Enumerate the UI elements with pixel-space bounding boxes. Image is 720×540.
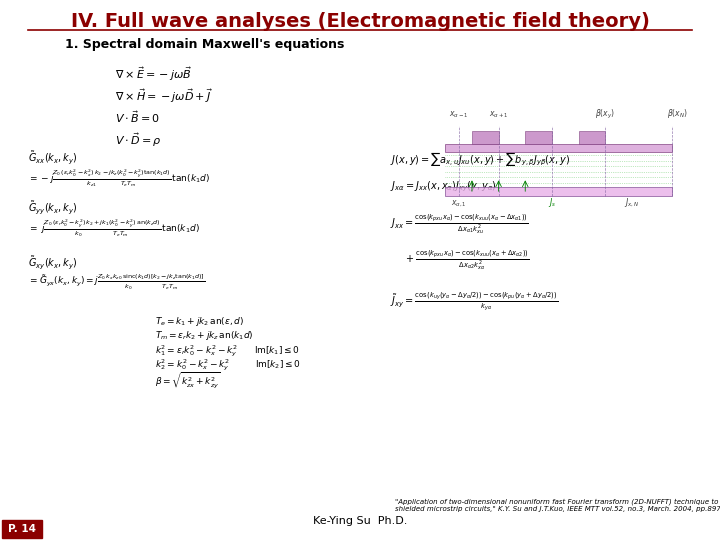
Text: $\nabla \times \vec{E} = -j\omega\vec{B}$: $\nabla \times \vec{E} = -j\omega\vec{B}… bbox=[115, 65, 192, 83]
Text: $J_s$: $J_s$ bbox=[548, 196, 556, 209]
Text: $+\;\frac{\cos(k_{pxu}x_\alpha) - \cos(k_{xuu}(x_\alpha + \Delta x_{\alpha 2}))}: $+\;\frac{\cos(k_{pxu}x_\alpha) - \cos(k… bbox=[405, 248, 529, 272]
Text: $k_2^2 = k_0^2 - k_x^2 - k_y^2 \qquad\quad \mathrm{Im}[k_2] \leq 0$: $k_2^2 = k_0^2 - k_x^2 - k_y^2 \qquad\qu… bbox=[155, 357, 301, 373]
Text: $\nabla \times \vec{H} = -j\omega\vec{D} + \vec{J}$: $\nabla \times \vec{H} = -j\omega\vec{D}… bbox=[115, 87, 213, 105]
Text: $\tilde{G}_{yy}(k_x,k_y)$: $\tilde{G}_{yy}(k_x,k_y)$ bbox=[28, 200, 78, 217]
Text: IV. Full wave analyses (Electromagnetic field theory): IV. Full wave analyses (Electromagnetic … bbox=[71, 12, 649, 31]
Text: $\tilde{J}_{xy} = \frac{\cos(k_{uy}(y_\alpha - \Delta y_\alpha/2)) - \cos(k_{pu}: $\tilde{J}_{xy} = \frac{\cos(k_{uy}(y_\a… bbox=[390, 290, 558, 313]
Text: $T_e = k_1 + jk_2\,\mathrm{an}(\epsilon, d)$: $T_e = k_1 + jk_2\,\mathrm{an}(\epsilon,… bbox=[155, 315, 244, 328]
Text: $V \cdot \vec{B} = 0$: $V \cdot \vec{B} = 0$ bbox=[115, 109, 160, 125]
Text: "Application of two-dimensional nonuniform fast Fourier transform (2D-NUFFT) tec: "Application of two-dimensional nonunifo… bbox=[395, 498, 720, 512]
FancyBboxPatch shape bbox=[2, 520, 42, 538]
Text: $\beta(x_y)$: $\beta(x_y)$ bbox=[595, 108, 615, 121]
Text: $\tilde{G}_{xx}(k_x,k_y)$: $\tilde{G}_{xx}(k_x,k_y)$ bbox=[28, 150, 78, 167]
Bar bbox=[445, 144, 672, 152]
Text: $\tilde{G}_{xy}(k_x,k_y)$: $\tilde{G}_{xy}(k_x,k_y)$ bbox=[28, 255, 78, 272]
Text: P. 14: P. 14 bbox=[8, 524, 36, 534]
Text: $J_{x\alpha} = J_{xx}(x,x_\alpha)J_{xy}(y,y_\alpha)$: $J_{x\alpha} = J_{xx}(x,x_\alpha)J_{xy}(… bbox=[390, 180, 497, 194]
Text: Ke-Ying Su  Ph.D.: Ke-Ying Su Ph.D. bbox=[312, 516, 408, 526]
Text: $J(x,y) = \sum a_{x,u}J_{xu}(x,y) + \sum b_{y,\beta}J_{y\beta}(x,y)$: $J(x,y) = \sum a_{x,u}J_{xu}(x,y) + \sum… bbox=[390, 150, 570, 168]
Bar bbox=[445, 187, 672, 196]
Text: 1. Spectral domain Maxwell's equations: 1. Spectral domain Maxwell's equations bbox=[65, 38, 344, 51]
Bar bbox=[526, 131, 552, 144]
Bar bbox=[579, 131, 605, 144]
Text: $J_{xx} = \frac{\cos(k_{pxu}x_\alpha) - \cos(k_{xuu}(x_\alpha - \Delta x_{\alpha: $J_{xx} = \frac{\cos(k_{pxu}x_\alpha) - … bbox=[390, 212, 528, 236]
Bar bbox=[472, 131, 498, 144]
Text: $x_{\alpha+1}$: $x_{\alpha+1}$ bbox=[489, 109, 508, 120]
Text: $x_{\alpha,1}$: $x_{\alpha,1}$ bbox=[451, 199, 467, 209]
Text: $k_1^2 = \epsilon_r k_0^2 - k_x^2 - k_y^2 \qquad \mathrm{Im}[k_1] \leq 0$: $k_1^2 = \epsilon_r k_0^2 - k_x^2 - k_y^… bbox=[155, 343, 300, 359]
Text: $x_{\alpha-1}$: $x_{\alpha-1}$ bbox=[449, 109, 469, 120]
Text: $\beta = \sqrt{k_{zx}^2 + k_{zy}^2}$: $\beta = \sqrt{k_{zx}^2 + k_{zy}^2}$ bbox=[155, 371, 220, 392]
Text: $=\; j\frac{Z_0\,(\epsilon_r k_0^2 - k_y^2)\,k_2 + jk_1(k_0^2 - k_y^2)\,\mathrm{: $=\; j\frac{Z_0\,(\epsilon_r k_0^2 - k_y… bbox=[28, 218, 200, 239]
Text: $V \cdot \vec{D} = \rho$: $V \cdot \vec{D} = \rho$ bbox=[115, 131, 162, 148]
Text: $T_m = \epsilon_r k_2 + jk_z\,\mathrm{an}(k_1d)$: $T_m = \epsilon_r k_2 + jk_z\,\mathrm{an… bbox=[155, 329, 253, 342]
Text: $\beta(x_N)$: $\beta(x_N)$ bbox=[667, 107, 688, 120]
Text: $= \tilde{G}_{yx}(k_x,k_y) = j\frac{Z_0\,k_xk_{z0}\,\mathrm{sinc}(k_1d)[k_2 - jk: $= \tilde{G}_{yx}(k_x,k_y) = j\frac{Z_0\… bbox=[28, 273, 205, 292]
Text: $J_{x,N}$: $J_{x,N}$ bbox=[624, 197, 639, 209]
Text: $= -j\frac{Z_0\,(\epsilon_r k_0^2 - k_x^2)\,k_2 - jk_z(k_0^2 - k_y^2)\tan(k_1d)}: $= -j\frac{Z_0\,(\epsilon_r k_0^2 - k_x^… bbox=[28, 168, 210, 190]
